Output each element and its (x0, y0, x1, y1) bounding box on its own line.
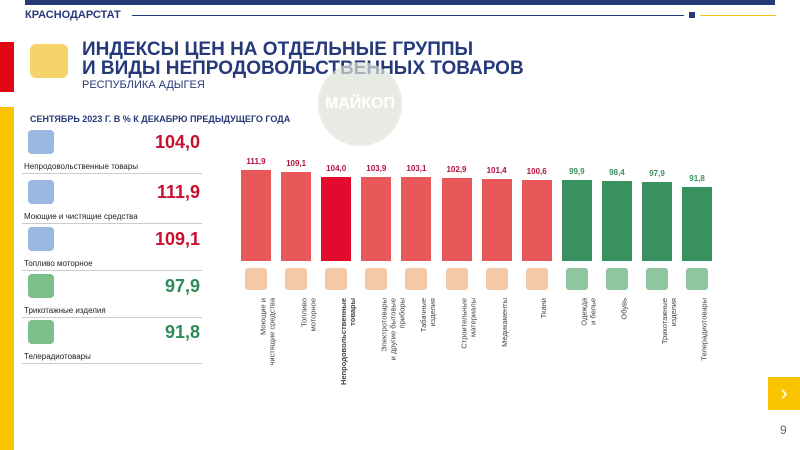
summary-value: 91,8 (164, 322, 200, 342)
title-icon (30, 44, 68, 78)
summary-value: 109,1 (154, 229, 200, 249)
summary-label: Телерадиотовары (24, 352, 91, 361)
bar (281, 172, 312, 261)
category-label-text: Медикаменты (499, 298, 509, 347)
summary-card: Моющие и чистящие средства 111,9 (22, 178, 202, 224)
bar (561, 180, 592, 261)
summary-label: Моющие и чистящие средства (24, 212, 138, 221)
region: РЕСПУБЛИКА АДЫГЕЯ (82, 79, 205, 91)
category-label: Электротовары и другие бытовые приборы (361, 298, 406, 378)
category-label-text: Одежда и белье (579, 298, 598, 326)
next-slide-button[interactable]: › (768, 377, 800, 410)
summary-value: 104,0 (154, 132, 200, 152)
period-label: СЕНТЯБРЬ 2023 Г. В % К ДЕКАБРЮ ПРЕДЫДУЩЕ… (30, 114, 291, 124)
bar (361, 176, 392, 261)
org-name: КРАСНОДАРСТАТ (25, 9, 121, 21)
accent-stripe-yellow (0, 107, 14, 450)
summary-value: 111,9 (156, 182, 200, 202)
summary-card: Телерадиотовары 91,8 (22, 318, 202, 364)
category-label-text: Трикотажные изделия (660, 298, 678, 345)
category-label-text: Телерадиотовары (700, 298, 710, 361)
bar (521, 179, 552, 261)
bar-value-label: 109,1 (286, 159, 307, 169)
detergent-icon (28, 180, 54, 204)
category-icon (686, 268, 709, 290)
category-icon (565, 268, 588, 290)
bar (481, 178, 512, 261)
bar (241, 170, 271, 261)
category-label: Одежда и белье (562, 298, 598, 378)
category-icon (445, 268, 468, 290)
summary-label: Непродовольственные товары (24, 162, 139, 171)
summary-label: Топливо моторное (24, 259, 93, 268)
category-icon (525, 268, 548, 290)
category-icon (325, 268, 348, 290)
bar-value-label: 101,4 (486, 165, 507, 175)
summary-label: Трикотажные изделия (24, 306, 106, 315)
bar-value-label: 98,4 (609, 168, 625, 178)
summary-card: Трикотажные изделия 97,9 (22, 272, 202, 318)
category-label-text: Ткани (539, 298, 549, 319)
category-label: Ткани (522, 298, 552, 378)
bar-value-label: 111,9 (246, 157, 266, 166)
category-label-text: Обувь (619, 298, 629, 320)
category-label-text: Строительные материалы (459, 298, 478, 349)
tv-icon (28, 320, 54, 344)
bar-value-label: 102,9 (446, 164, 467, 174)
bar-value-label: 100,6 (526, 166, 547, 176)
category-label: Топливо моторное (281, 298, 317, 378)
category-label: Телерадиотовары (682, 298, 712, 378)
category-label-text: Моющие и чистящие средства (259, 298, 277, 366)
page-title: ИНДЕКСЫ ЦЕН НА ОТДЕЛЬНЫЕ ГРУППЫ И ВИДЫ НЕ… (82, 39, 524, 79)
page-number: 9 (780, 423, 787, 437)
category-icon (365, 268, 388, 290)
summary-card: Топливо моторное 109,1 (22, 225, 202, 271)
bar (321, 176, 352, 261)
fuel-canister-icon (28, 227, 54, 251)
bar (642, 181, 672, 261)
category-icon (485, 268, 508, 290)
bar-value-label: 91,8 (689, 174, 705, 183)
divider-square (689, 12, 695, 18)
category-label: Табачные изделия (401, 298, 437, 378)
bar-value-label: 103,1 (406, 164, 427, 174)
category-label: Трикотажные изделия (642, 298, 678, 378)
category-label: Обувь (602, 298, 632, 378)
bar-value-label: 104,0 (326, 163, 347, 173)
bicycle-clothes-icon (28, 130, 54, 154)
watermark-logo: МАЙКОП (318, 62, 402, 146)
category-icon (646, 268, 668, 290)
summary-value: 97,9 (164, 276, 200, 296)
category-label-text: Непродовольственные товары (339, 298, 358, 385)
bar (601, 181, 632, 261)
divider-accent (700, 15, 776, 16)
category-label: Непродовольственные товары (321, 298, 357, 385)
category-label-text: Топливо моторное (299, 298, 318, 332)
bar-value-label: 103,9 (366, 163, 387, 173)
bar (441, 177, 472, 261)
category-label: Моющие и чистящие средства (241, 298, 277, 378)
category-icon (245, 268, 267, 290)
category-label: Строительные материалы (442, 298, 478, 378)
bar-value-label: 99,9 (569, 167, 585, 177)
category-icon (605, 268, 628, 290)
accent-stripe-red (0, 42, 14, 92)
bar (401, 177, 432, 261)
summary-card: Непродовольственные товары 104,0 (22, 128, 202, 174)
top-bar (25, 0, 775, 5)
chevron-right-icon: › (780, 380, 788, 405)
knit-hat-icon (28, 274, 54, 298)
bar-value-label: 97,9 (649, 168, 665, 178)
category-icon (405, 268, 428, 290)
divider (132, 15, 684, 16)
bar (682, 187, 713, 261)
category-label: Медикаменты (482, 298, 512, 378)
category-label-text: Табачные изделия (419, 298, 438, 333)
category-icon (285, 268, 308, 290)
